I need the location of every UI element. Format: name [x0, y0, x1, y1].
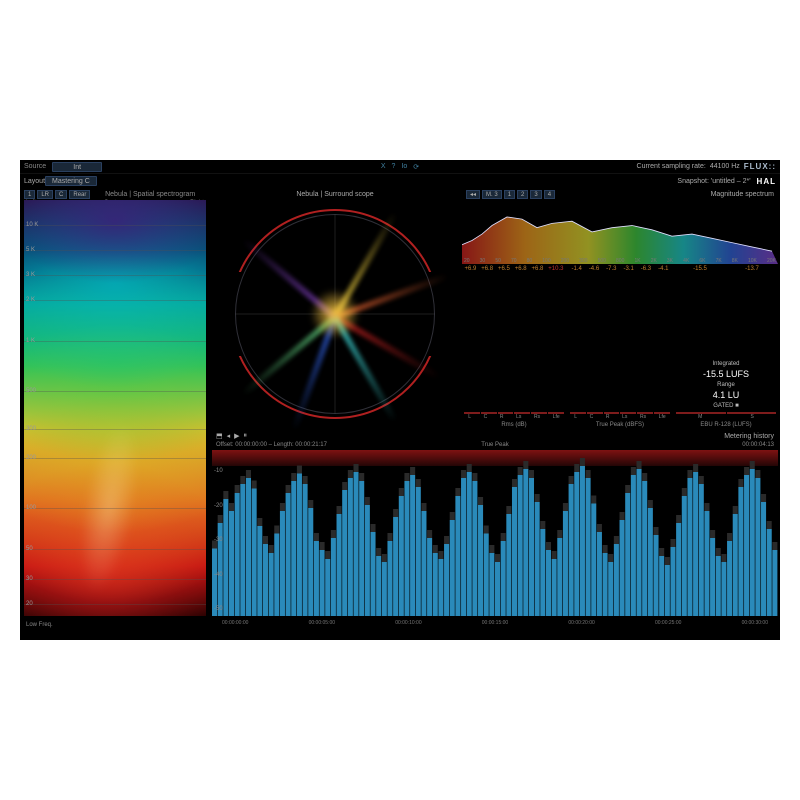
ebu-meter-panel: -15.5-13.7 Integrated -15.5 LUFS Range 4…	[674, 266, 778, 428]
meters-row: +6.9+6.8+6.5+6.8+6.8+10.3 LCRLsRsLfe Rms…	[462, 266, 778, 428]
main-grid: 1 LR C Rear Nebula | Spatial spectrogram…	[20, 188, 780, 628]
topbar: Source Int X ? Io ⟳ Current sampling rat…	[20, 160, 780, 174]
topbar-right: Current sampling rate: 44100 Hz FLUX::	[637, 162, 776, 171]
history-icon-pause[interactable]: ⏸	[244, 432, 248, 440]
brand-flux: FLUX::	[744, 162, 776, 171]
rms-title: Rms (dB)	[462, 422, 566, 428]
history-icon-1[interactable]: ⬒	[216, 432, 223, 440]
icon-refresh[interactable]: ⟳	[413, 163, 419, 171]
ebu-channel-labels: MS	[674, 414, 778, 422]
low-freq-label: Low Freq.	[26, 622, 53, 628]
ebu-readout: Integrated -15.5 LUFS Range 4.1 LU GATED…	[674, 360, 778, 410]
topbar-center-icons: X ? Io ⟳	[381, 163, 419, 171]
metering-history-panel: ⬒ ◂ ▶ ⏸ Metering history Offset: 00:00:0…	[212, 430, 778, 628]
layout-selector[interactable]: Mastering C	[45, 176, 97, 186]
brand-hal: HAL	[757, 177, 776, 186]
topbar-row2: Layout Mastering C Snapshot: 'untitled –…	[20, 174, 780, 188]
history-icon-play[interactable]: ▶	[234, 432, 239, 440]
truepeak-header-values: -1.4-4.6-7.3-3.1-6.3-4.1	[568, 266, 672, 276]
spectrum-xlabels: 20305070801002003005008001K2K3K4K6K7K8K1…	[462, 258, 778, 264]
spectrum-canvas[interactable]: 20305070801002003005008001K2K3K4K6K7K8K1…	[462, 202, 778, 264]
ebu-range-value: 4.1 LU	[674, 389, 778, 402]
spectrum-meters-column: ◂◂ M. 3 1 2 3 4 Magnitude spectrum 20305…	[460, 188, 780, 430]
magnitude-spectrum-panel: ◂◂ M. 3 1 2 3 4 Magnitude spectrum 20305…	[462, 188, 778, 264]
truepeak-bars[interactable]	[568, 276, 672, 414]
spec-btn-2[interactable]: 2	[517, 190, 528, 199]
history-ylabels: -10-20-30-40-50	[214, 442, 223, 626]
rms-channel-labels: LCRLsRsLfe	[462, 414, 566, 422]
truepeak-title: True Peak (dBFS)	[568, 422, 672, 428]
spectrum-title: Magnitude spectrum	[711, 191, 774, 198]
rms-bars[interactable]	[462, 276, 566, 414]
spec-btn-4[interactable]: 4	[544, 190, 555, 199]
layout-label: Layout	[24, 178, 45, 185]
source-label: Source	[24, 163, 46, 170]
spectrogram-footer: Low Freq.	[20, 622, 210, 628]
ebu-header-values: -15.5-13.7	[674, 266, 778, 276]
icon-io[interactable]: Io	[401, 163, 407, 171]
spectrogram-canvas[interactable]: 10 K5 K3 K2 K1 K500300200100503020	[24, 200, 206, 616]
history-xlabels: 00:00:00:0000:00:05:0000:00:10:0000:00:1…	[212, 620, 778, 626]
ebu-range-label: Range	[674, 381, 778, 389]
btn-rear[interactable]: Rear	[69, 190, 90, 199]
truepeak-channel-labels: LCRLsRsLfe	[568, 414, 672, 422]
history-transport-icons: ⬒ ◂ ▶ ⏸	[216, 432, 247, 440]
history-right-title: Metering history	[724, 433, 774, 440]
scope-title: Nebula | Surround scope	[296, 191, 373, 198]
btn-1[interactable]: 1	[24, 190, 35, 199]
spec-btn-m3[interactable]: M. 3	[482, 190, 502, 199]
icon-help[interactable]: ?	[392, 163, 396, 171]
spec-btn-3[interactable]: 3	[530, 190, 541, 199]
rms-meter-panel: +6.9+6.8+6.5+6.8+6.8+10.3 LCRLsRsLfe Rms…	[462, 266, 566, 428]
scope-canvas[interactable]	[214, 200, 456, 428]
history-icon-prev[interactable]: ◂	[227, 432, 231, 440]
spec-btn-1[interactable]: 1	[504, 190, 515, 199]
ebu-integrated-value: -15.5 LUFS	[674, 368, 778, 381]
spectrum-header-buttons: ◂◂ M. 3 1 2 3 4	[466, 190, 555, 199]
spectrogram-title: Nebula | Spatial spectrogram	[94, 191, 206, 198]
spatial-spectrogram-panel: 1 LR C Rear Nebula | Spatial spectrogram…	[20, 188, 210, 628]
ebu-integrated-label: Integrated	[674, 360, 778, 368]
btn-c[interactable]: C	[55, 190, 67, 199]
history-canvas[interactable]: Offset: 00:00:00:00 – Length: 00:00:21:1…	[212, 442, 778, 626]
audio-analyzer-app: Source Int X ? Io ⟳ Current sampling rat…	[20, 160, 780, 640]
truepeak-meter-panel: -1.4-4.6-7.3-3.1-6.3-4.1 LCRLsRsLfe True…	[568, 266, 672, 428]
snapshot-label[interactable]: Snapshot: 'untitled – 2*'	[677, 178, 750, 185]
spectrogram-channel-buttons: 1 LR C Rear	[24, 190, 90, 199]
surround-scope-panel: Nebula | Surround scope	[210, 188, 460, 430]
spec-btn-prev[interactable]: ◂◂	[466, 190, 480, 199]
icon-x[interactable]: X	[381, 163, 386, 171]
ebu-title: EBU R-128 (LUFS)	[674, 422, 778, 428]
rms-header-values: +6.9+6.8+6.5+6.8+6.8+10.3	[462, 266, 566, 276]
source-selector[interactable]: Int	[52, 162, 102, 172]
btn-lr[interactable]: LR	[37, 190, 53, 199]
ebu-gated: GATED ■	[674, 402, 778, 410]
sampling-rate-value: 44100 Hz	[710, 163, 740, 170]
sampling-rate-label: Current sampling rate:	[637, 163, 706, 170]
